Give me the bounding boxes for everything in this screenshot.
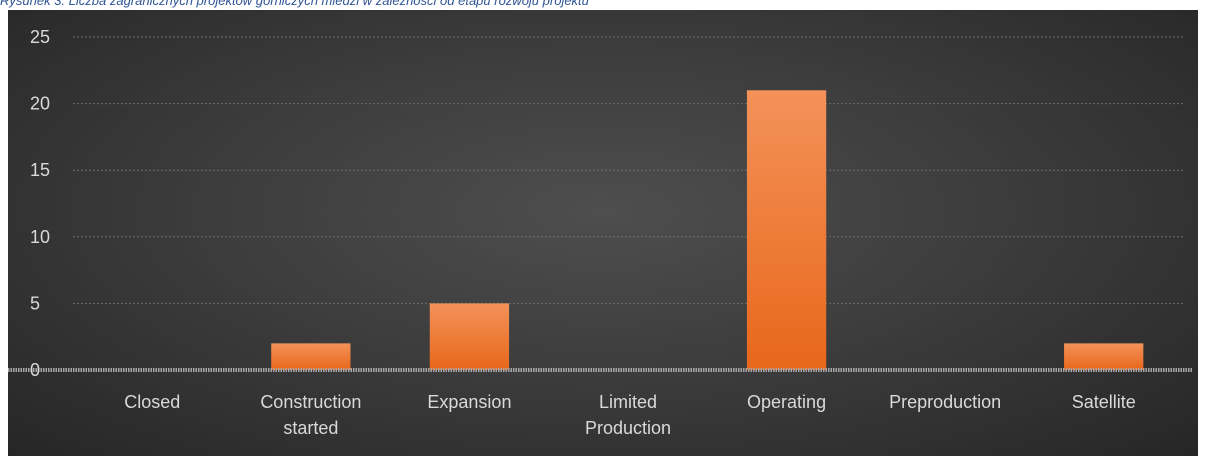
y-tick-label: 0 (30, 360, 40, 380)
y-tick-label: 25 (30, 27, 50, 47)
chart-area: 0 5 10 15 20 25 Closed Construction started Expa… (8, 10, 1198, 456)
x-tick-label: Preproduction (889, 392, 1001, 412)
x-tick-label: Closed (124, 392, 180, 412)
x-tick-label: Limited Production (585, 392, 671, 438)
bar (746, 90, 827, 370)
x-axis-ticks: Closed Construction started Expansion Limite… (124, 392, 1135, 438)
bar (429, 303, 510, 370)
x-tick-label-line: Operating (747, 392, 826, 412)
x-tick-label: Expansion (427, 392, 511, 412)
y-tick-label: 10 (30, 227, 50, 247)
x-tick-label: Operating (747, 392, 826, 412)
x-tick-label: Construction started (260, 392, 361, 438)
bars (271, 90, 1144, 370)
x-tick-label-line: Construction (260, 392, 361, 412)
bar (271, 343, 351, 370)
x-tick-label-line: Satellite (1072, 392, 1136, 412)
x-tick-label-line: Limited (599, 392, 657, 412)
x-tick-label-line: Preproduction (889, 392, 1001, 412)
x-tick-label-line: Closed (124, 392, 180, 412)
x-tick-label-line: Expansion (427, 392, 511, 412)
gridlines (73, 36, 1183, 304)
x-tick-label-line: started (283, 418, 338, 438)
x-tick-label: Satellite (1072, 392, 1136, 412)
y-tick-label: 20 (30, 94, 50, 114)
bar (1064, 343, 1144, 370)
figure-caption: Rysunek 3. Liczba zagranicznych projektó… (0, 0, 589, 8)
y-tick-label: 15 (30, 160, 50, 180)
x-tick-label-line: Production (585, 418, 671, 438)
y-axis-ticks: 0 5 10 15 20 25 (30, 27, 50, 380)
y-tick-label: 5 (30, 293, 40, 313)
bar-chart: 0 5 10 15 20 25 Closed Construction started Expa… (8, 27, 1193, 438)
